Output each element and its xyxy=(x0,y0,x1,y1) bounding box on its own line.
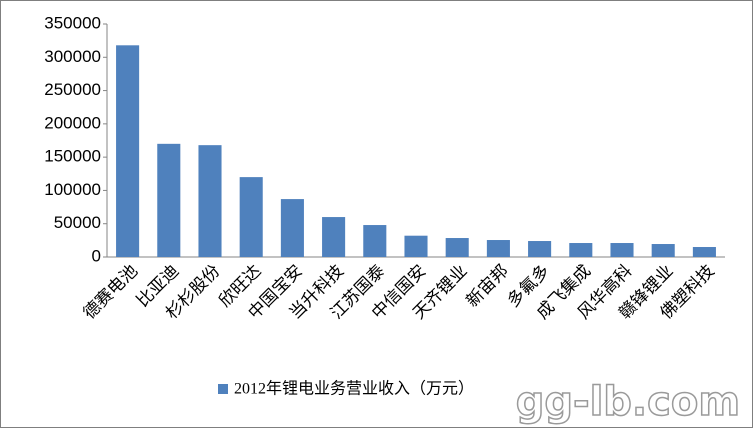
legend-label: 2012年锂电业务营业收入（万元） xyxy=(234,380,474,398)
bar xyxy=(692,247,716,257)
bar xyxy=(651,244,675,257)
bar xyxy=(363,225,387,257)
y-tick-label: 100000 xyxy=(44,180,101,199)
bar xyxy=(322,217,346,257)
bar xyxy=(116,45,140,257)
watermark: gg-lb.com xyxy=(516,379,740,425)
y-tick-label: 350000 xyxy=(44,13,101,32)
bar xyxy=(486,240,510,257)
bar xyxy=(239,177,263,257)
bar xyxy=(445,238,469,257)
y-tick-label: 300000 xyxy=(44,47,101,66)
bar xyxy=(610,243,634,257)
bar xyxy=(198,145,222,257)
bar xyxy=(528,241,552,257)
bar xyxy=(157,143,181,257)
y-tick-label: 0 xyxy=(92,246,101,265)
bar xyxy=(569,243,593,257)
y-tick-label: 200000 xyxy=(44,113,101,132)
legend-swatch xyxy=(218,384,228,394)
y-tick-label: 250000 xyxy=(44,80,101,99)
bar xyxy=(280,199,304,257)
bar xyxy=(404,235,428,257)
y-tick-label: 150000 xyxy=(44,147,101,166)
y-tick-label: 50000 xyxy=(54,213,101,232)
